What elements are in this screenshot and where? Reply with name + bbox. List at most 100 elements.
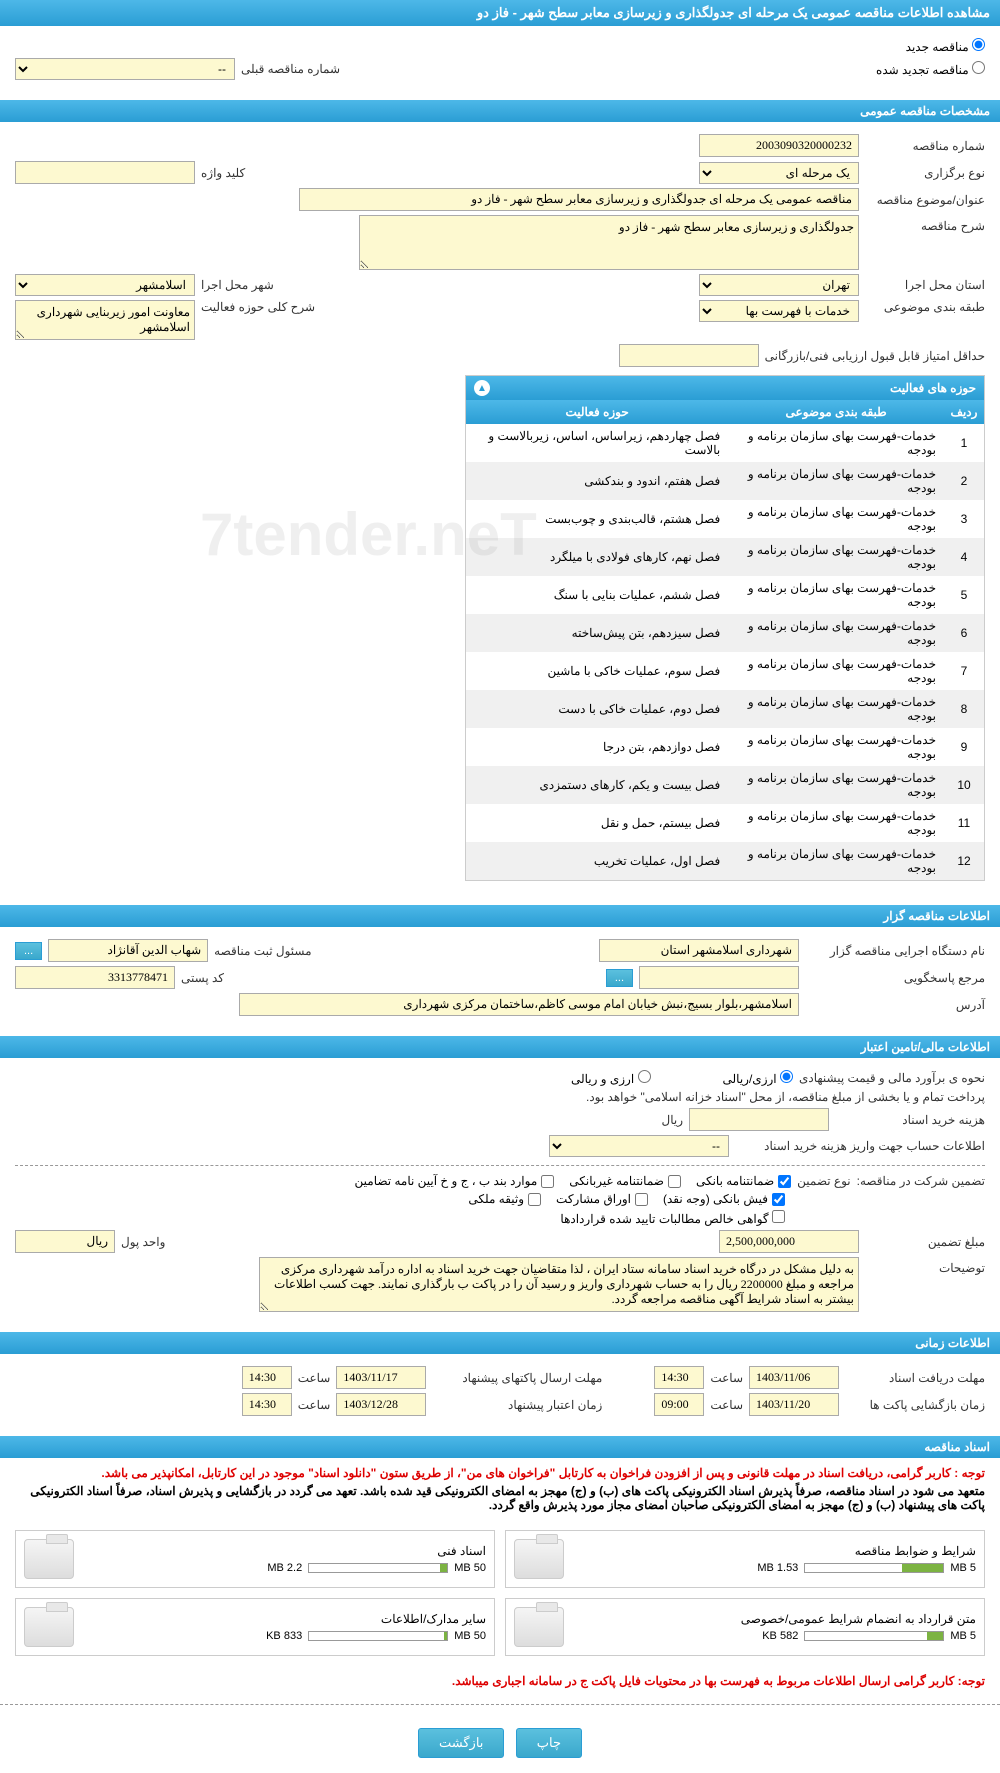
registrar-input[interactable] <box>48 939 208 962</box>
holding-type-select[interactable]: یک مرحله ای <box>699 162 859 184</box>
prev-number-label: شماره مناقصه قبلی <box>241 62 340 76</box>
renew-tender-label: مناقصه تجدید شده <box>876 63 969 77</box>
contact-label: مرجع پاسخگویی <box>805 971 985 985</box>
org-input[interactable] <box>599 939 799 962</box>
time-label-3: ساعت <box>710 1398 743 1412</box>
table-row: 10خدمات-فهرست بهای سازمان برنامه و بودجه… <box>466 766 984 804</box>
doc-progress <box>804 1631 944 1641</box>
collapse-icon[interactable]: ▲ <box>474 380 490 396</box>
postal-input[interactable] <box>15 966 175 989</box>
radio-both[interactable]: ارزی و ریالی <box>571 1070 651 1086</box>
chk-receivables[interactable]: گواهی خالص مطالبات تایید شده قراردادها <box>560 1210 785 1226</box>
address-label: آدرس <box>805 998 985 1012</box>
contact-lookup-button[interactable]: ... <box>606 969 633 987</box>
doc-footer-note: توجه: کاربر گرامی ارسال اطلاعات مربوط به… <box>15 1674 985 1688</box>
contact-input[interactable] <box>639 966 799 989</box>
submit-date[interactable] <box>336 1366 426 1389</box>
chk-bonds[interactable]: اوراق مشارکت <box>556 1192 648 1206</box>
receive-date[interactable] <box>749 1366 839 1389</box>
print-button[interactable]: چاپ <box>516 1728 582 1758</box>
address-input[interactable] <box>239 993 799 1016</box>
chk-nonbank[interactable]: ضمانتنامه غیربانکی <box>569 1174 681 1188</box>
document-box[interactable]: اسناد فنی 50 MB 2.2 MB <box>15 1530 495 1588</box>
table-row: 11خدمات-فهرست بهای سازمان برنامه و بودجه… <box>466 804 984 842</box>
chk-fish[interactable]: فیش بانکی (وجه نقد) <box>663 1192 785 1206</box>
chk-annex[interactable]: موارد بند ب ، ج و خ آیین نامه تضامین <box>355 1174 555 1188</box>
amount-input[interactable] <box>719 1230 859 1253</box>
prev-number-select[interactable]: -- <box>15 58 235 80</box>
scope-label: شرح کلی حوزه فعالیت <box>201 300 315 314</box>
unit-input[interactable] <box>15 1230 115 1253</box>
receive-time[interactable] <box>654 1366 704 1389</box>
radio-renew-tender[interactable]: مناقصه تجدید شده <box>876 61 985 77</box>
time-label-1: ساعت <box>710 1371 743 1385</box>
tender-type-radios: مناقصه جدید مناقصه تجدید شده شماره مناقص… <box>0 26 1000 92</box>
chk-bank[interactable]: ضمانتنامه بانکی <box>696 1174 791 1188</box>
validity-time[interactable] <box>242 1393 292 1416</box>
registrar-label: مسئول ثبت مناقصه <box>214 944 311 958</box>
radio-new-tender[interactable]: مناقصه جدید <box>906 38 985 54</box>
title-input[interactable] <box>299 188 859 211</box>
title-label: عنوان/موضوع مناقصه <box>865 193 985 207</box>
doc-total: 50 MB <box>454 1630 486 1642</box>
folder-icon <box>514 1539 564 1579</box>
desc-textarea[interactable]: جدولگذاری و زیرسازی معابر سطح شهر - فاز … <box>359 215 859 270</box>
doc-used: 582 KB <box>762 1630 798 1642</box>
minscore-input[interactable] <box>619 344 759 367</box>
new-tender-label: مناقصه جدید <box>906 40 969 54</box>
folder-icon <box>514 1607 564 1647</box>
activities-title: حوزه های فعالیت <box>890 381 976 395</box>
doc-title: متن قرارداد به انضمام شرایط عمومی/خصوصی <box>574 1612 976 1626</box>
table-row: 4خدمات-فهرست بهای سازمان برنامه و بودجهف… <box>466 538 984 576</box>
account-select[interactable]: -- <box>549 1135 729 1157</box>
org-label: نام دستگاه اجرایی مناقصه گزار <box>805 944 985 958</box>
notes-textarea[interactable]: به دلیل مشکل در درگاه خرید اسناد سامانه … <box>259 1257 859 1312</box>
folder-icon <box>24 1539 74 1579</box>
doc-progress <box>308 1563 448 1573</box>
document-box[interactable]: شرایط و ضوابط مناقصه 5 MB 1.53 MB <box>505 1530 985 1588</box>
docfee-unit: ریال <box>661 1113 683 1127</box>
doc-progress <box>804 1563 944 1573</box>
doc-title: سایر مدارک/اطلاعات <box>84 1612 486 1626</box>
keyword-input[interactable] <box>15 161 195 184</box>
validity-date[interactable] <box>336 1393 426 1416</box>
holding-type-label: نوع برگزاری <box>865 166 985 180</box>
open-time[interactable] <box>654 1393 704 1416</box>
col-row: ردیف <box>944 400 984 424</box>
radio-currency[interactable]: ارزی/ریالی <box>723 1070 793 1086</box>
doc-title: اسناد فنی <box>84 1544 486 1558</box>
number-label: شماره مناقصه <box>865 139 985 153</box>
table-row: 9خدمات-فهرست بهای سازمان برنامه و بودجهف… <box>466 728 984 766</box>
doc-title: شرایط و ضوابط مناقصه <box>574 1544 976 1558</box>
table-row: 3خدمات-فهرست بهای سازمان برنامه و بودجهف… <box>466 500 984 538</box>
table-row: 7خدمات-فهرست بهای سازمان برنامه و بودجهف… <box>466 652 984 690</box>
document-box[interactable]: سایر مدارک/اطلاعات 50 MB 833 KB <box>15 1598 495 1656</box>
folder-icon <box>24 1607 74 1647</box>
receive-label: مهلت دریافت اسناد <box>845 1371 985 1385</box>
time-label-4: ساعت <box>298 1398 331 1412</box>
number-input[interactable] <box>699 134 859 157</box>
doc-used: 1.53 MB <box>757 1562 798 1574</box>
document-box[interactable]: متن قرارداد به انضمام شرایط عمومی/خصوصی … <box>505 1598 985 1656</box>
province-select[interactable]: تهران <box>699 274 859 296</box>
amount-label: مبلغ تضمین <box>865 1235 985 1249</box>
table-row: 1خدمات-فهرست بهای سازمان برنامه و بودجهف… <box>466 424 984 462</box>
table-row: 12خدمات-فهرست بهای سازمان برنامه و بودجه… <box>466 842 984 880</box>
page-title: مشاهده اطلاعات مناقصه عمومی یک مرحله ای … <box>0 0 1000 26</box>
back-button[interactable]: بازگشت <box>418 1728 504 1758</box>
guarantee-type-label: نوع تضمین <box>797 1174 850 1188</box>
chk-property[interactable]: وثیقه ملکی <box>468 1192 541 1206</box>
docfee-input[interactable] <box>689 1108 829 1131</box>
scope-textarea[interactable]: معاونت امور زیربنایی شهرداری اسلامشهر <box>15 300 195 340</box>
category-select[interactable]: خدمات با فهرست بها <box>699 300 859 322</box>
docfee-label: هزینه خرید اسناد <box>835 1113 985 1127</box>
open-date[interactable] <box>749 1393 839 1416</box>
city-select[interactable]: اسلامشهر <box>15 274 195 296</box>
doc-used: 2.2 MB <box>267 1562 302 1574</box>
doc-progress <box>308 1631 448 1641</box>
submit-time[interactable] <box>242 1366 292 1389</box>
doc-total: 5 MB <box>950 1630 976 1642</box>
table-row: 8خدمات-فهرست بهای سازمان برنامه و بودجهف… <box>466 690 984 728</box>
account-label: اطلاعات حساب جهت واریز هزینه خرید اسناد <box>735 1139 985 1153</box>
registrar-lookup-button[interactable]: ... <box>15 942 42 960</box>
